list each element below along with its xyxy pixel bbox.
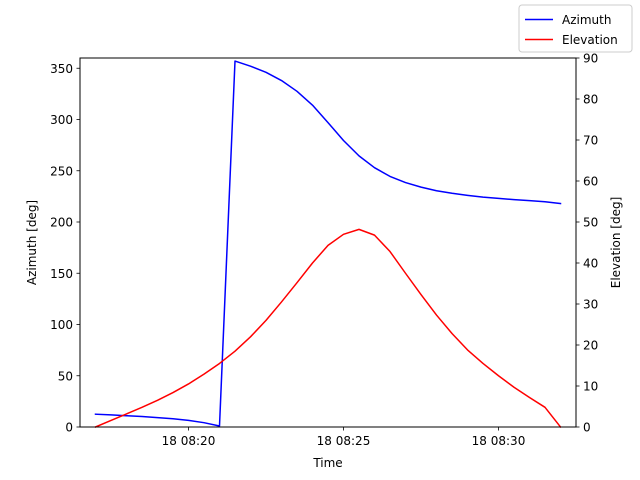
y-left-tick-label: 0 xyxy=(65,421,73,435)
y-left-tick-label: 350 xyxy=(50,62,73,76)
y-right-tick-label: 0 xyxy=(583,421,591,435)
series-line-elevation xyxy=(94,228,562,429)
y-right-tick-label: 60 xyxy=(583,175,598,189)
y-right-tick-label: 40 xyxy=(583,257,598,271)
y-right-tick-label: 20 xyxy=(583,339,598,353)
series-line-azimuth xyxy=(94,60,562,427)
y-right-tick-label: 10 xyxy=(583,380,598,394)
x-tick-label: 18 08:30 xyxy=(472,434,526,448)
plot-frame xyxy=(79,57,577,428)
y-right-tick-label: 80 xyxy=(583,93,598,107)
y-left-tick-label: 250 xyxy=(50,164,73,178)
plot-area xyxy=(80,58,576,427)
y-left-tick-label: 100 xyxy=(50,318,73,332)
y-left-tick-label: 150 xyxy=(50,267,73,281)
y-left-tick-label: 200 xyxy=(50,216,73,230)
legend-azimuth-label: Azimuth xyxy=(562,13,611,27)
x-tick-label: 18 08:20 xyxy=(162,434,216,448)
y-left-tick-label: 50 xyxy=(58,369,73,383)
legend-elevation-label: Elevation xyxy=(562,33,618,47)
x-axis-label: Time xyxy=(312,456,342,470)
y-left-tick-label: 300 xyxy=(50,113,73,127)
y-right-tick-label: 90 xyxy=(583,52,598,66)
ticks-layer: 18 08:20 18 08:25 18 08:300501001502002503… xyxy=(50,52,598,449)
series-layer xyxy=(94,60,562,429)
y-axis-right-label: Elevation [deg] xyxy=(609,197,623,289)
y-right-tick-label: 70 xyxy=(583,134,598,148)
x-tick-label: 18 08:25 xyxy=(317,434,371,448)
y-axis-left-label: Azimuth [deg] xyxy=(25,200,39,285)
y-right-tick-label: 30 xyxy=(583,298,598,312)
y-right-tick-label: 50 xyxy=(583,216,598,230)
legend: Azimuth Elevation xyxy=(518,4,633,53)
